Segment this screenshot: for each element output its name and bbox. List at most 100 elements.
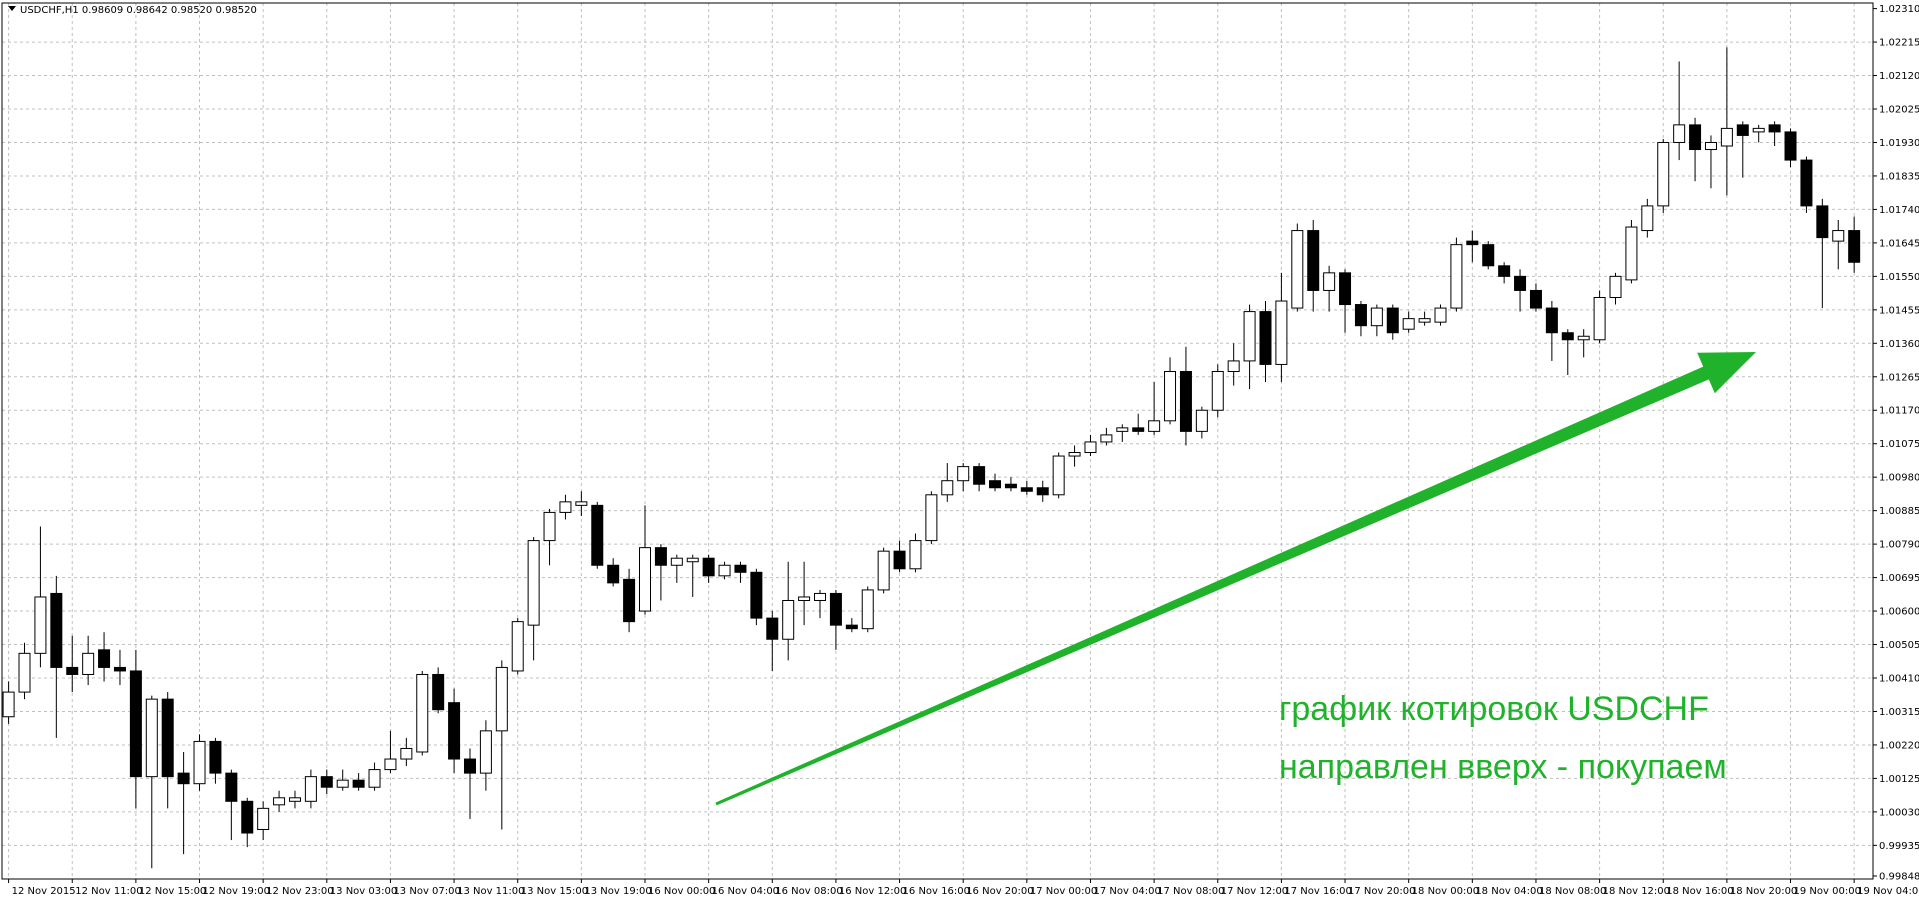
- candle-body: [1657, 141, 1670, 207]
- candle-body: [1593, 296, 1606, 341]
- candle-body: [973, 466, 986, 485]
- candle-body: [1291, 230, 1304, 309]
- menu-triangle[interactable]: [8, 6, 16, 11]
- candle-body: [304, 776, 317, 802]
- candle-body: [177, 772, 190, 785]
- candle-body: [1577, 335, 1590, 341]
- chart-header: USDCHF,H1 0.98609 0.98642 0.98520 0.9852…: [20, 5, 257, 16]
- y-tick-label: 1.00125: [1879, 774, 1919, 785]
- candle-body: [1768, 124, 1781, 133]
- candle-body: [1370, 307, 1383, 327]
- candle-body: [1561, 332, 1574, 341]
- x-tick-label: 16 Nov 00:00: [648, 886, 715, 897]
- candle-body: [368, 769, 381, 788]
- x-tick-label: 13 Nov 03:00: [330, 886, 397, 897]
- candle-body: [941, 480, 954, 496]
- y-tick-label: 1.02310: [1879, 4, 1919, 15]
- candle-body: [1641, 205, 1654, 232]
- y-tick-label: 1.01645: [1879, 238, 1919, 249]
- y-tick-label: 1.00220: [1879, 740, 1919, 751]
- candle-body: [957, 466, 970, 482]
- candle-body: [50, 592, 63, 668]
- candle-body: [1227, 360, 1240, 372]
- candle-body: [1689, 124, 1702, 151]
- x-tick-label: 12 Nov 15:00: [139, 886, 206, 897]
- x-tick-label: 12 Nov 23:00: [266, 886, 333, 897]
- y-tick-label: 0.99935: [1879, 841, 1919, 852]
- x-tick-label: 17 Nov 00:00: [1030, 886, 1097, 897]
- x-tick-label: 18 Nov 12:00: [1603, 886, 1670, 897]
- candle-body: [1211, 370, 1224, 411]
- candle-body: [1816, 205, 1829, 239]
- y-tick-label: 1.02120: [1879, 71, 1919, 82]
- candle-body: [82, 652, 95, 675]
- candle-body: [2, 691, 15, 718]
- candle-body: [225, 772, 238, 802]
- candle-body: [161, 698, 174, 778]
- candle-body: [1116, 427, 1129, 432]
- x-tick-label: 16 Nov 16:00: [903, 886, 970, 897]
- x-tick-label: 17 Nov 20:00: [1348, 886, 1415, 897]
- candle-body: [257, 807, 270, 830]
- candle-body: [1498, 265, 1511, 277]
- candle-body: [511, 621, 524, 672]
- x-tick-label: 17 Nov 12:00: [1221, 886, 1288, 897]
- annotation: график котировок USDCHF: [1279, 690, 1709, 728]
- candle-body: [989, 480, 1002, 489]
- candle-body: [1195, 409, 1208, 432]
- candle-body: [1402, 318, 1415, 330]
- candle-body: [113, 666, 126, 672]
- candle-body: [559, 501, 572, 513]
- y-tick-label: 1.01455: [1879, 305, 1919, 316]
- x-tick-label: 17 Nov 04:00: [1093, 886, 1160, 897]
- candle-body: [1148, 420, 1161, 432]
- y-tick-label: 1.02025: [1879, 105, 1919, 116]
- x-tick-label: 18 Nov 16:00: [1666, 886, 1733, 897]
- candle-body: [193, 740, 206, 785]
- candle-body: [98, 649, 111, 668]
- y-tick-label: 1.01930: [1879, 138, 1919, 149]
- candle-body: [320, 776, 333, 788]
- candle-body: [1482, 244, 1495, 267]
- y-tick-label: 1.00410: [1879, 673, 1919, 684]
- x-tick-label: 19 Nov 04:00: [1857, 886, 1919, 897]
- x-tick-label: 18 Nov 20:00: [1730, 886, 1797, 897]
- x-tick-label: 18 Nov 00:00: [1412, 886, 1479, 897]
- candle-body: [1848, 230, 1861, 263]
- candle-body: [34, 596, 47, 654]
- candle-body: [1036, 487, 1049, 496]
- x-tick-label: 16 Nov 04:00: [712, 886, 779, 897]
- candle-body: [877, 550, 890, 591]
- candle-body: [1434, 307, 1447, 323]
- candle-body: [1275, 300, 1288, 365]
- y-tick-label: 1.00505: [1879, 640, 1919, 651]
- candle-body: [416, 673, 429, 753]
- candle-body: [1179, 370, 1192, 432]
- candle-body: [209, 740, 222, 774]
- candle-body: [1784, 131, 1797, 161]
- candle-body: [909, 540, 922, 570]
- candle-body: [575, 501, 588, 506]
- candle-body: [288, 797, 301, 802]
- y-tick-label: 1.00695: [1879, 573, 1919, 584]
- candle-body: [1529, 289, 1542, 309]
- annotation: направлен вверх - покупаем: [1279, 748, 1727, 786]
- x-tick-label: 16 Nov 08:00: [775, 886, 842, 897]
- y-tick-label: 1.00980: [1879, 473, 1919, 484]
- candle-body: [702, 557, 715, 577]
- candle-body: [814, 592, 827, 601]
- candle-body: [1307, 230, 1320, 291]
- y-tick-label: 1.00790: [1879, 540, 1919, 551]
- candle-body: [1339, 272, 1352, 306]
- x-tick-label: 16 Nov 12:00: [839, 886, 906, 897]
- candle-body: [1132, 427, 1145, 432]
- candle-body: [18, 652, 31, 693]
- candle-body: [145, 698, 158, 778]
- candle-body: [845, 624, 858, 630]
- candle-body: [1609, 275, 1622, 298]
- x-tick-label: 13 Nov 11:00: [457, 886, 524, 897]
- y-tick-label: 0.99848: [1879, 872, 1919, 883]
- candle-body: [591, 504, 604, 566]
- candle-body: [670, 557, 683, 566]
